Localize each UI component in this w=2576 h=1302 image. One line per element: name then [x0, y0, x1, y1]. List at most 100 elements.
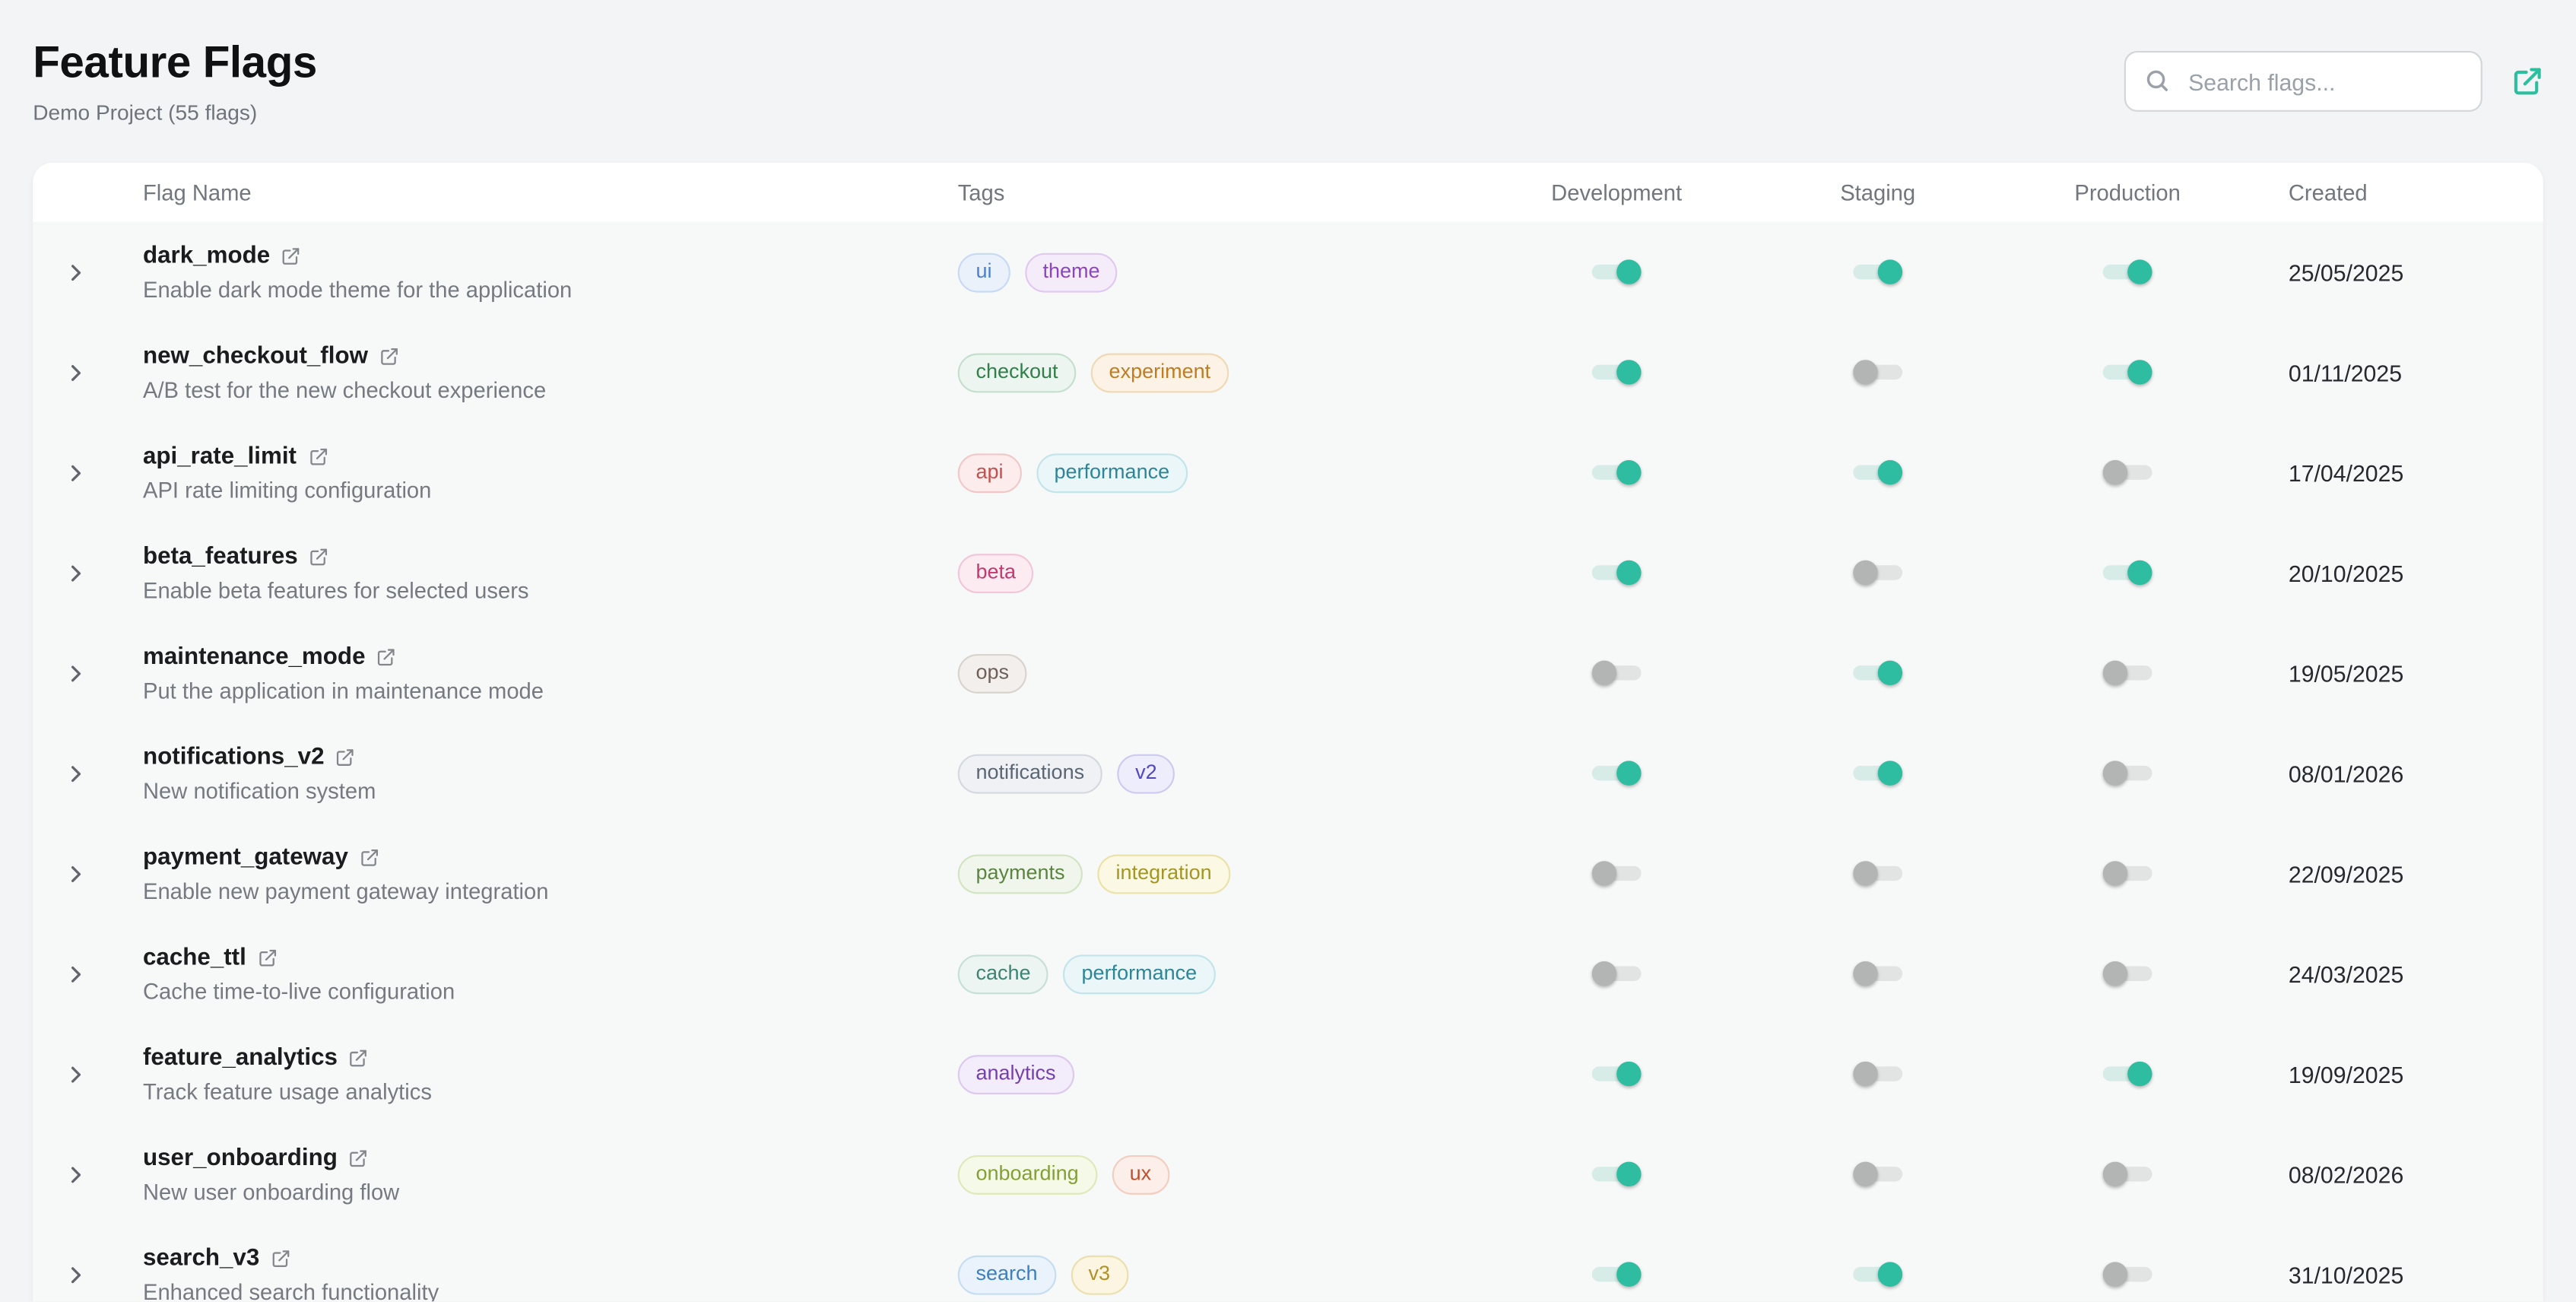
row-expand-cell	[33, 1163, 118, 1186]
toggle-production[interactable]	[2102, 961, 2152, 987]
table-row: new_checkout_flow A/B test for the new c…	[33, 322, 2543, 422]
external-link-icon	[2514, 68, 2541, 95]
table-row: beta_features Enable beta features for s…	[33, 522, 2543, 623]
flag-name-cell: beta_features Enable beta features for s…	[119, 543, 958, 602]
flag-name: feature_analytics	[142, 1044, 338, 1071]
toggle-staging[interactable]	[1853, 1161, 1903, 1188]
tag-pill: beta	[957, 553, 1034, 592]
toggle-production[interactable]	[2102, 459, 2152, 486]
tag-pill: experiment	[1090, 352, 1229, 392]
staging-cell	[1715, 660, 2041, 687]
toggle-staging[interactable]	[1853, 1261, 1903, 1288]
chevron-right-icon[interactable]	[64, 761, 87, 784]
toggle-production[interactable]	[2102, 359, 2152, 386]
toggle-development[interactable]	[1591, 760, 1642, 786]
chevron-right-icon[interactable]	[64, 360, 87, 383]
tag-pill: ops	[957, 653, 1027, 693]
toggle-production[interactable]	[2102, 760, 2152, 786]
development-cell	[1518, 1161, 1715, 1188]
chevron-right-icon[interactable]	[64, 662, 87, 684]
external-link-icon[interactable]	[377, 647, 397, 667]
created-date: 08/01/2026	[2288, 760, 2404, 786]
external-link-icon[interactable]	[360, 848, 379, 868]
row-expand-cell	[33, 260, 118, 283]
toggle-production[interactable]	[2102, 1161, 2152, 1188]
chevron-right-icon[interactable]	[64, 260, 87, 283]
chevron-right-icon[interactable]	[64, 461, 87, 484]
tag-list: onboarding ux	[957, 1154, 1518, 1194]
chevron-right-icon[interactable]	[64, 1163, 87, 1186]
flag-description: Track feature usage analytics	[142, 1078, 432, 1104]
flag-description: Enable dark mode theme for the applicati…	[142, 277, 573, 302]
toggle-production[interactable]	[2102, 660, 2152, 687]
external-link-icon[interactable]	[379, 347, 399, 367]
tag-pill: v2	[1117, 753, 1175, 793]
toggle-staging[interactable]	[1853, 259, 1903, 285]
toggle-production[interactable]	[2102, 1061, 2152, 1088]
toggle-development[interactable]	[1591, 1161, 1642, 1188]
tag-list: api performance	[957, 453, 1518, 493]
toggle-staging[interactable]	[1853, 560, 1903, 586]
external-link-icon[interactable]	[336, 748, 356, 767]
toggle-production[interactable]	[2102, 560, 2152, 586]
toggle-development[interactable]	[1591, 860, 1642, 887]
chevron-right-icon[interactable]	[64, 862, 87, 884]
toggle-staging[interactable]	[1853, 459, 1903, 486]
chevron-right-icon[interactable]	[64, 561, 87, 584]
external-link-icon[interactable]	[349, 1049, 369, 1069]
tag-pill: analytics	[957, 1054, 1074, 1094]
column-header-created: Created	[2288, 179, 2368, 205]
tag-pill: performance	[1036, 453, 1188, 493]
external-link-icon[interactable]	[271, 1249, 290, 1269]
flag-name: maintenance_mode	[142, 643, 366, 670]
title-block: Feature Flags Demo Project (55 flags)	[33, 38, 317, 125]
flag-name: notifications_v2	[142, 743, 325, 770]
toggle-production[interactable]	[2102, 259, 2152, 285]
table-body: dark_mode Enable dark mode theme for the…	[33, 221, 2543, 1302]
toggle-development[interactable]	[1591, 459, 1642, 486]
toggle-staging[interactable]	[1853, 961, 1903, 987]
toggle-development[interactable]	[1591, 1061, 1642, 1088]
table-row: notifications_v2 New notification system…	[33, 723, 2543, 824]
external-link-icon[interactable]	[308, 447, 328, 467]
external-link-icon[interactable]	[309, 548, 329, 567]
chevron-right-icon[interactable]	[64, 1263, 87, 1286]
toggle-development[interactable]	[1591, 961, 1642, 987]
toggle-development[interactable]	[1591, 259, 1642, 285]
toggle-development[interactable]	[1591, 359, 1642, 386]
production-cell	[2041, 860, 2215, 887]
toggle-staging[interactable]	[1853, 760, 1903, 786]
tag-pill: ux	[1111, 1154, 1169, 1194]
chevron-right-icon[interactable]	[64, 962, 87, 985]
external-link-icon[interactable]	[281, 246, 301, 266]
toggle-production[interactable]	[2102, 1261, 2152, 1288]
created-date: 25/05/2025	[2288, 259, 2404, 285]
production-cell	[2041, 961, 2215, 987]
staging-cell	[1715, 1261, 2041, 1288]
tag-list: ui theme	[957, 252, 1518, 292]
staging-cell	[1715, 1061, 2041, 1088]
toggle-production[interactable]	[2102, 860, 2152, 887]
toggle-staging[interactable]	[1853, 660, 1903, 687]
tag-pill: cache	[957, 954, 1049, 994]
toggle-staging[interactable]	[1853, 359, 1903, 386]
flag-name: cache_ttl	[142, 944, 246, 970]
toggle-development[interactable]	[1591, 660, 1642, 687]
created-date: 08/02/2026	[2288, 1161, 2404, 1188]
external-link-icon[interactable]	[258, 948, 278, 968]
created-date: 19/09/2025	[2288, 1060, 2404, 1088]
row-expand-cell	[33, 360, 118, 383]
toggle-staging[interactable]	[1853, 860, 1903, 887]
table-row: dark_mode Enable dark mode theme for the…	[33, 222, 2543, 322]
toggle-staging[interactable]	[1853, 1061, 1903, 1088]
staging-cell	[1715, 459, 2041, 486]
external-link-icon[interactable]	[349, 1148, 369, 1168]
toggle-development[interactable]	[1591, 560, 1642, 586]
search-input[interactable]	[2124, 50, 2482, 112]
toggle-development[interactable]	[1591, 1261, 1642, 1288]
chevron-right-icon[interactable]	[64, 1062, 87, 1085]
development-cell	[1518, 459, 1715, 486]
production-cell	[2041, 760, 2215, 786]
external-link-button[interactable]	[2512, 65, 2543, 97]
created-date: 01/11/2025	[2288, 359, 2403, 386]
